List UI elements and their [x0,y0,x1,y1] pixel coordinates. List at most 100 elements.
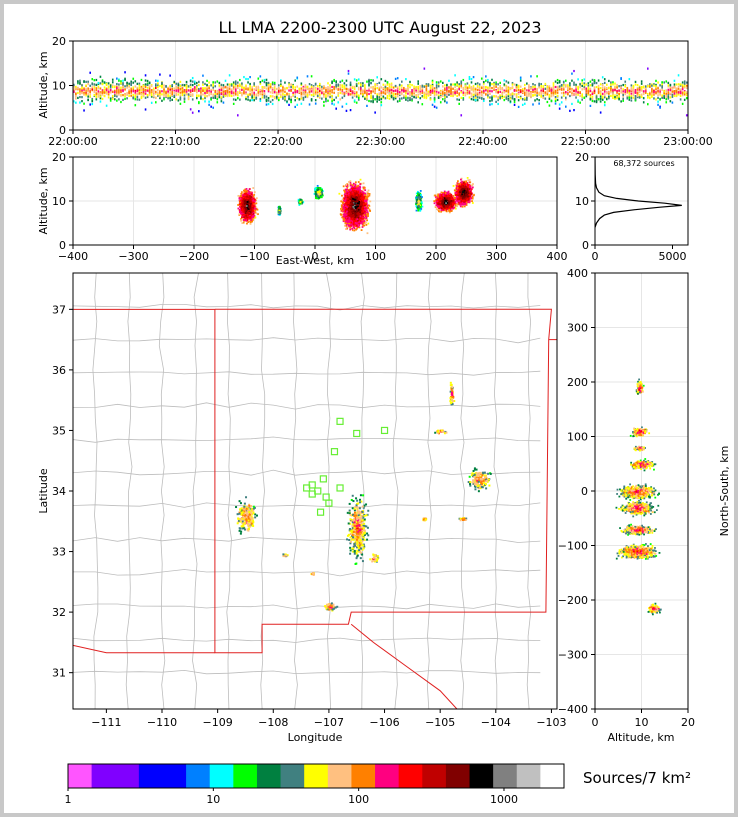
source-mark [677,83,680,86]
source-mark [513,103,516,106]
source-mark [483,99,485,102]
source-mark [312,93,315,96]
source-mark [433,87,436,90]
source-mark [683,90,686,93]
source-mark [587,82,590,85]
source-mark [77,96,79,100]
source-mark [638,85,641,88]
source-mark [111,85,114,89]
source-mark [329,95,331,99]
source-mark [603,101,606,104]
source-mark [310,90,313,93]
source-mark [319,82,321,86]
source-mark [556,89,559,92]
source-mark [325,94,327,97]
source-mark [579,83,581,86]
source-mark [642,85,645,88]
source-mark [97,81,100,85]
source-mark [103,86,106,89]
source-mark [111,78,114,81]
source-mark [505,96,508,99]
source-mark [409,98,411,102]
source-mark [487,88,489,91]
source-mark [435,93,438,96]
ew-source-mark [239,202,242,205]
source-mark [626,86,629,90]
source-mark [314,83,317,86]
ew-source-mark [256,208,259,211]
ew-source-mark [240,218,242,220]
source-mark [456,81,458,84]
source-mark [583,85,586,88]
source-mark [261,96,264,99]
source-mark [569,84,571,87]
source-mark [212,86,214,89]
source-mark [335,107,337,110]
source-mark [339,91,342,95]
source-mark [152,87,155,90]
source-mark [651,89,653,92]
source-mark [87,82,89,86]
source-mark [583,96,586,99]
source-mark [620,84,622,88]
source-mark [616,91,618,94]
source-mark [101,89,104,92]
source-mark [245,88,247,91]
source-mark [439,94,442,97]
source-mark [601,97,604,100]
source-mark [294,86,296,89]
source-mark [649,85,651,88]
source-mark [659,106,661,109]
source-mark [341,91,344,94]
source-mark [132,96,135,99]
source-mark [636,92,639,95]
source-mark [460,96,463,99]
source-mark [296,103,299,106]
source-mark [150,91,153,94]
source-mark [442,89,444,92]
source-mark [587,87,590,90]
source-mark [101,90,104,93]
source-mark [122,83,124,86]
source-mark [357,78,360,81]
source-mark [220,97,223,100]
source-mark [282,86,284,89]
source-mark [148,87,151,90]
source-mark [470,95,473,98]
source-mark [579,94,581,97]
source-mark [196,95,198,98]
source-mark [667,84,670,87]
source-mark [214,92,217,95]
source-mark [657,81,659,84]
source-mark [155,96,157,100]
ew-source-mark [243,214,246,217]
source-mark [368,87,370,90]
source-mark [189,79,192,83]
source-mark [544,82,547,86]
source-mark [169,96,171,100]
source-mark [497,89,499,92]
source-mark [234,82,237,85]
ew-source-mark [248,202,251,205]
source-mark [148,85,151,88]
source-mark [91,78,94,81]
ew-source-mark [244,204,247,207]
source-mark [665,94,668,97]
source-mark [347,69,350,73]
source-mark [673,94,676,97]
source-mark [146,86,149,89]
source-mark [337,83,340,86]
ew-source-mark [242,209,245,212]
source-mark [624,93,627,96]
source-mark [337,101,340,104]
source-mark [630,96,633,99]
source-mark [247,88,249,91]
source-mark [128,82,130,85]
source-mark [683,91,686,94]
source-mark [116,82,118,86]
source-mark [210,96,212,100]
source-mark [161,90,163,93]
source-mark [288,98,290,101]
source-mark [593,90,596,93]
source-mark [275,92,278,95]
